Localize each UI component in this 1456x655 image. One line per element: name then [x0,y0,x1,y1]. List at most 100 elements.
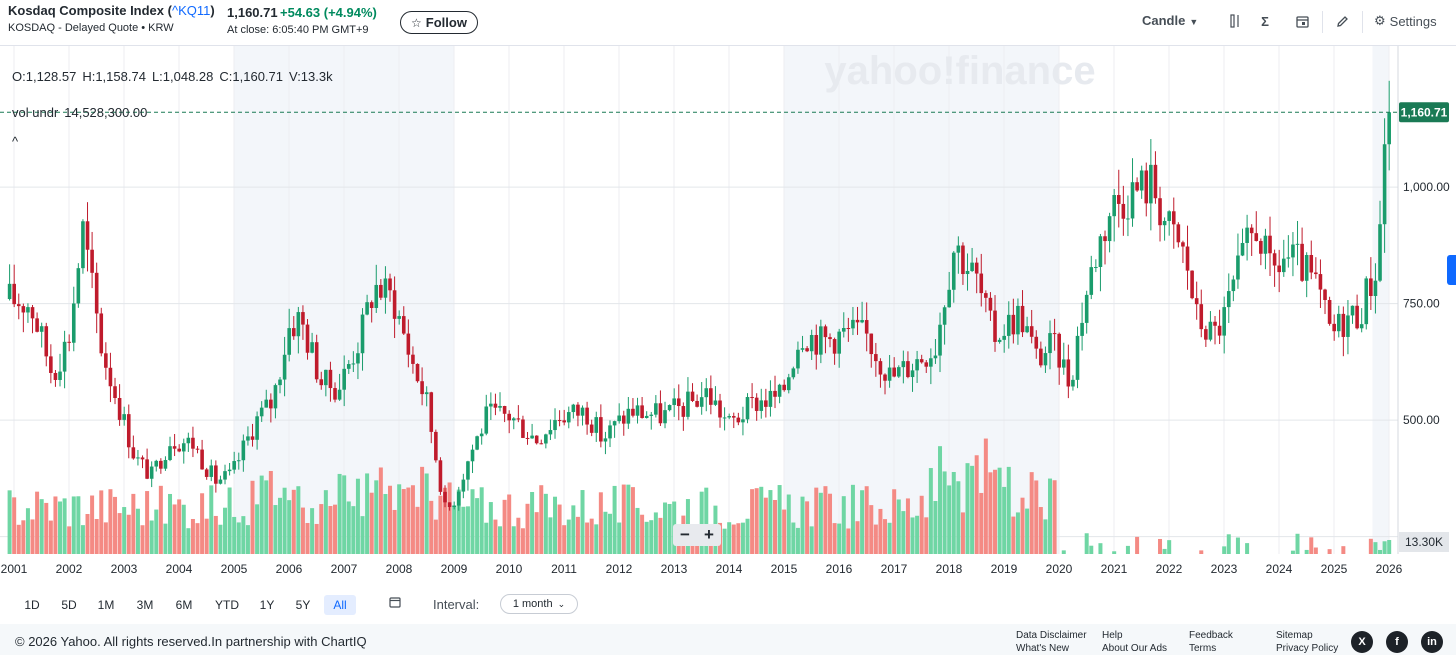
volume-bar [1084,533,1089,554]
candle-body [186,437,191,444]
volume-bar [195,523,200,554]
last-volume-label: 13.30K [1405,535,1443,549]
volume-bar [525,503,530,554]
candle-body [814,334,819,355]
footer-link-help[interactable]: Help [1102,630,1123,641]
candle-body [411,354,415,364]
side-panel-tab[interactable] [1447,255,1456,285]
volume-bar [1290,550,1295,554]
candle-body [1011,314,1016,335]
range-button-ytd[interactable]: YTD [215,598,239,612]
volume-bar [965,463,970,554]
candle-body [530,435,534,439]
vol-underlay-label: vol undr [12,105,59,120]
footer-link-sitemap[interactable]: Sitemap [1276,630,1313,641]
candle-body [786,377,791,391]
footer-link-data-disclaimer[interactable]: Data Disclaimer [1016,630,1087,641]
candle-body [704,388,709,398]
candle-body [1341,313,1346,337]
zoom-in-button[interactable]: + [704,525,714,544]
candle-body [768,390,773,407]
facebook-icon[interactable]: f [1386,631,1408,653]
candle-body [195,448,200,450]
volume-bar [566,519,571,554]
candle-body [1016,305,1020,335]
range-button-5d[interactable]: 5D [61,598,77,612]
candle-body [1199,304,1204,330]
candle-body [159,460,163,469]
footer-link-privacy[interactable]: Privacy Policy [1276,643,1339,654]
settings-button[interactable]: ⚙ Settings [1374,13,1437,29]
candle-body [997,339,1002,342]
footer-link-whats-new[interactable]: What's New [1016,643,1070,654]
candle-body [1231,279,1236,292]
candle-body [81,221,85,269]
toolbar-divider [1362,11,1363,33]
candle-body [951,252,956,290]
candle-body [1103,236,1107,242]
volume-bar [603,511,608,554]
candle-body [1259,240,1263,254]
volume-bar [736,523,741,554]
volume-bar [1378,549,1383,554]
footer-link-about-ads[interactable]: About Our Ads [1102,643,1168,654]
volume-bar [869,505,874,554]
candle-body [438,460,443,492]
comparison-icon[interactable] [1225,11,1245,31]
volume-bar [754,488,759,554]
volume-bar [113,496,118,554]
date-range-calendar-icon[interactable] [389,596,401,611]
volume-bar [1313,547,1318,554]
interval-dropdown[interactable]: 1 month ⌄ [500,594,578,614]
draw-pencil-icon[interactable] [1332,11,1352,31]
zoom-out-button[interactable]: − [680,525,690,544]
candle-body [773,390,777,397]
candle-body [663,410,667,424]
range-button-5y[interactable]: 5Y [295,598,311,612]
chart-header: Kosdaq Composite Index (^KQ11) KOSDAQ - … [0,0,1456,46]
volume-bar [140,525,145,554]
chart-type-dropdown[interactable]: Candle ▼ [1142,13,1198,28]
follow-button[interactable]: ☆ Follow [400,11,478,34]
x-twitter-icon[interactable]: X [1351,631,1373,653]
footer-link-terms[interactable]: Terms [1189,643,1217,654]
volume-bar [268,470,273,554]
range-button-1y[interactable]: 1Y [259,598,275,612]
volume-bar [860,490,865,554]
range-button-1d[interactable]: 1D [24,598,40,612]
candle-body [764,400,768,407]
candle-body [172,446,177,449]
range-button-6m[interactable]: 6M [175,598,193,612]
indicators-sigma-icon[interactable]: Σ [1261,13,1269,29]
volume-bar [585,522,590,554]
chevron-up-icon[interactable]: ^ [12,134,19,149]
range-controls: 1D 5D 1M 3M 6M YTD 1Y 5Y All Interval: 1 month ⌄ [0,588,1456,620]
linkedin-icon[interactable]: in [1421,631,1443,653]
candle-body [896,367,901,377]
candle-body [67,341,71,343]
range-button-1m[interactable]: 1M [97,598,115,612]
events-calendar-icon[interactable] [1292,11,1312,31]
candle-body [709,388,713,405]
price-chart[interactable]: yahoo!finance250.00500.00750.001,000.002… [0,46,1456,580]
candle-body [855,319,860,323]
volume-bar [1295,533,1300,554]
candle-body [1327,300,1332,324]
range-button-all[interactable]: All [324,595,356,615]
volume-bar [259,475,264,554]
candle-body [727,416,731,418]
candle-body [241,440,246,461]
volume-bar [883,519,888,554]
candle-body [35,318,39,332]
candle-body [140,457,145,460]
ticker-symbol[interactable]: ^KQ11 [171,3,211,18]
candle-body [603,438,608,442]
range-button-3m[interactable]: 3M [136,598,154,612]
candle-body [1226,291,1231,308]
x-tick-label: 2016 [826,562,853,576]
footer-link-feedback[interactable]: Feedback [1189,630,1233,641]
chart-canvas[interactable]: yahoo!finance250.00500.00750.001,000.002… [0,46,1456,580]
volume-bar [488,502,493,554]
candle-body [291,328,296,337]
volume-bar [1052,480,1057,554]
